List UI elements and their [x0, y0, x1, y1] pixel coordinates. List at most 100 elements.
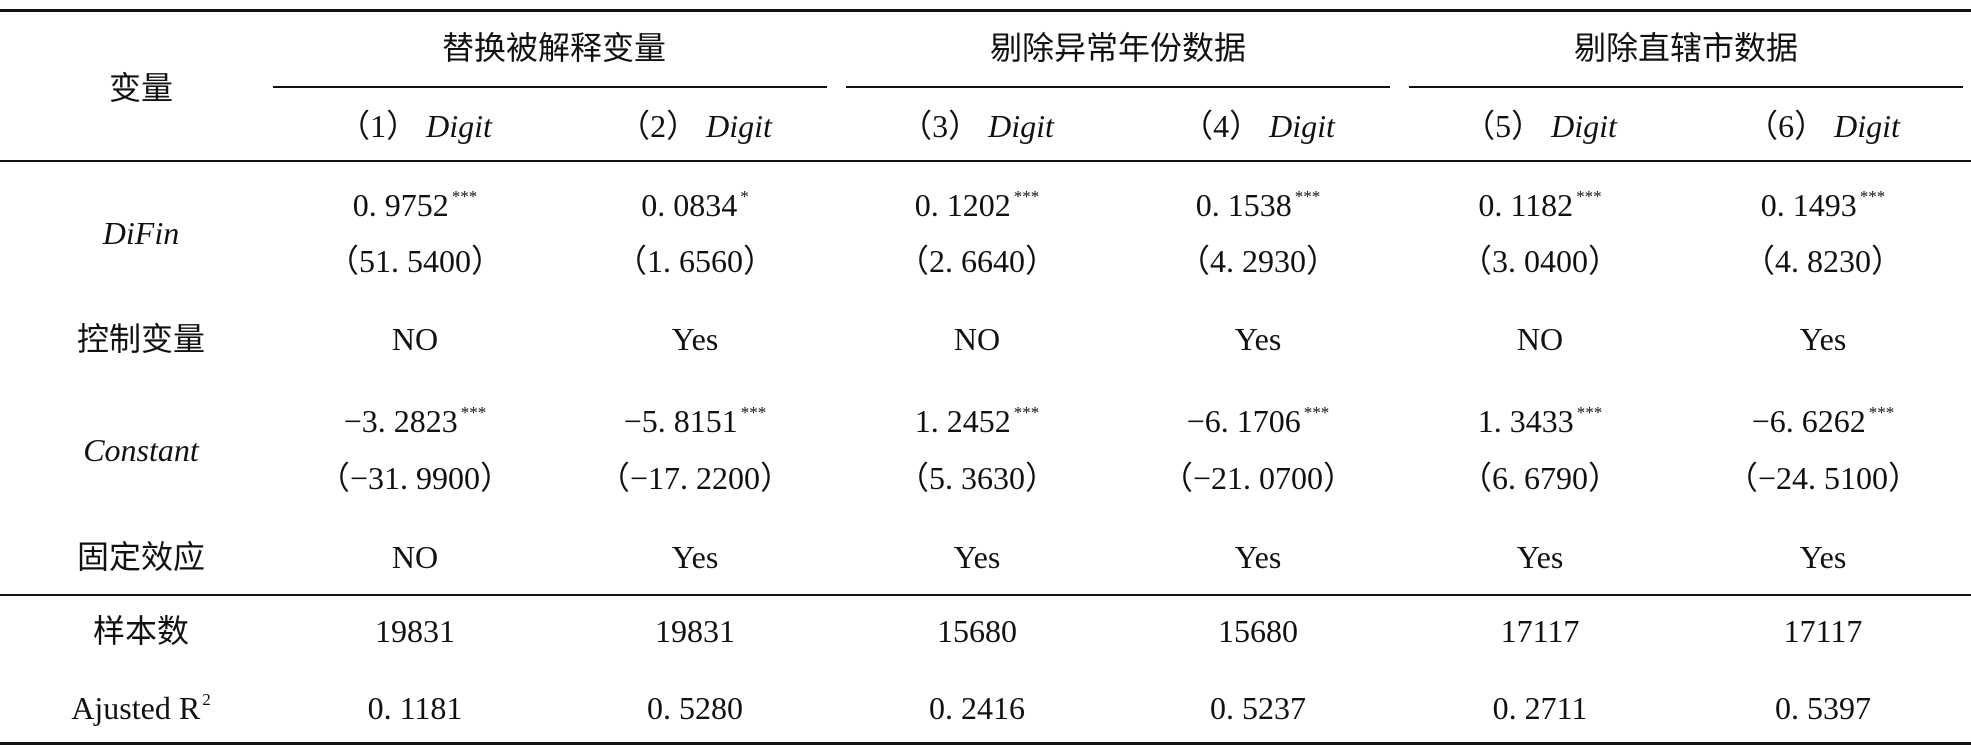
coefficient: −6. 6262 [1751, 403, 1866, 439]
coefficient: −3. 2823 [343, 403, 458, 439]
table-cell: Yes [1800, 541, 1847, 573]
table-cell: NO [392, 323, 438, 355]
t-statistic: （−21. 0700） [1160, 460, 1356, 496]
cell-value: 0. 5237 [1210, 690, 1306, 726]
group-cell: 剔除异常年份数据 [990, 32, 1246, 64]
group-cell: 替换被解释变量 [442, 32, 666, 64]
coefficient: 1. 3433 [1477, 403, 1574, 439]
column-header: （6） Digit [1746, 110, 1900, 142]
cell-value: Yes [1799, 321, 1847, 357]
group-rule [273, 86, 827, 88]
row-label: 固定效应 [77, 541, 205, 573]
column-header: （2） Digit [618, 110, 772, 142]
tstat-cell: （6. 6790） [1460, 462, 1620, 494]
column-dependent: Digit [988, 108, 1054, 144]
column-number: （4） [1181, 108, 1262, 144]
coef-cell: 0. 1493 *** [1760, 187, 1886, 223]
coefficient: 0. 0834 [641, 187, 738, 223]
column-number: （2） [618, 108, 699, 144]
significance-stars: *** [1013, 187, 1040, 206]
coefficient: 0. 1538 [1195, 187, 1292, 223]
tstat-cell: （4. 8230） [1743, 245, 1903, 277]
cell-value: 0. 1181 [367, 690, 463, 726]
group-rule [1409, 86, 1963, 88]
t-statistic: （−24. 5100） [1725, 460, 1921, 496]
cell-value: 15680 [1218, 613, 1298, 649]
cell-value: Yes [671, 321, 719, 357]
column-header: （4） Digit [1181, 110, 1335, 142]
coefficient: 0. 9752 [352, 187, 449, 223]
row-label: 控制变量 [77, 323, 205, 355]
stub-header: 变量 [108, 70, 174, 106]
cell-value: Yes [1516, 539, 1564, 575]
t-statistic: （4. 8230） [1742, 243, 1904, 279]
top-rule [0, 9, 1971, 12]
coefficient: −5. 8151 [623, 403, 738, 439]
column-header: （5） Digit [1463, 110, 1617, 142]
t-statistic: （−31. 9900） [317, 460, 513, 496]
column-number: （1） [338, 108, 419, 144]
bottom-rule [0, 742, 1971, 745]
tstat-cell: （2. 6640） [897, 245, 1057, 277]
table-cell: NO [954, 323, 1000, 355]
coefficient: 0. 1202 [914, 187, 1011, 223]
t-statistic: （2. 6640） [896, 243, 1058, 279]
table-cell: NO [1517, 323, 1563, 355]
significance-stars: *** [1576, 187, 1602, 206]
cell-value: 19831 [655, 613, 735, 649]
row-label-text: 固定效应 [76, 539, 206, 575]
t-statistic: （3. 0400） [1459, 243, 1621, 279]
coef-cell: 0. 1182 *** [1478, 187, 1602, 223]
column-header: （3） Digit [900, 110, 1054, 142]
row-label-text: Constant [83, 431, 199, 468]
coefficient: 0. 1493 [1760, 187, 1857, 223]
column-dependent: Digit [1269, 108, 1335, 144]
row-label-sup: 2 [202, 690, 211, 709]
column-dependent: Digit [426, 108, 492, 144]
table-cell: Yes [672, 541, 719, 573]
t-statistic: （5. 3630） [896, 460, 1058, 496]
row-label-text: Ajusted R [71, 690, 201, 726]
column-number: （5） [1463, 108, 1544, 144]
coef-cell: 0. 0834 * [641, 187, 749, 223]
table-cell: 0. 5237 [1210, 692, 1306, 724]
coefficient: −6. 1706 [1186, 403, 1301, 439]
row-label-text: 控制变量 [76, 321, 206, 357]
group-header: 替换被解释变量 [441, 30, 667, 66]
significance-stars: *** [1868, 403, 1895, 422]
tstat-cell: （−31. 9900） [318, 462, 512, 494]
tstat-cell: （−21. 0700） [1161, 462, 1355, 494]
cell-value: Yes [1234, 321, 1282, 357]
row-label: Constant [83, 434, 199, 466]
table-cell: 0. 5397 [1775, 692, 1871, 724]
cell-value: Yes [1799, 539, 1847, 575]
table-cell: 19831 [375, 615, 455, 647]
significance-stars: *** [1013, 403, 1040, 422]
tstat-cell: （3. 0400） [1460, 245, 1620, 277]
table-cell: 0. 5280 [647, 692, 743, 724]
column-number: （3） [900, 108, 981, 144]
column-number: （6） [1746, 108, 1827, 144]
tstat-cell: （−17. 2200） [598, 462, 792, 494]
coef-cell: −6. 6262 *** [1751, 403, 1895, 439]
group-header: 剔除异常年份数据 [989, 30, 1247, 66]
group-header: 剔除直辖市数据 [1573, 30, 1799, 66]
row-label-text: 样本数 [92, 613, 190, 649]
coef-cell: −6. 1706 *** [1186, 403, 1330, 439]
cell-value: NO [391, 321, 439, 357]
cell-value: Yes [1234, 539, 1282, 575]
significance-stars: *** [740, 403, 767, 422]
table-cell: Yes [1235, 541, 1282, 573]
table-cell: 15680 [937, 615, 1017, 647]
group-rule [846, 86, 1390, 88]
table-cell: 17117 [1501, 615, 1580, 647]
cell-value: 0. 2416 [929, 690, 1025, 726]
cell-value: 17117 [1783, 613, 1863, 649]
coefficient: 0. 1182 [1478, 187, 1574, 223]
t-statistic: （1. 6560） [614, 243, 776, 279]
table-cell: 0. 1181 [368, 692, 463, 724]
cell-value: Yes [671, 539, 719, 575]
tstat-cell: （−24. 5100） [1726, 462, 1920, 494]
significance-stars: *** [1859, 187, 1886, 206]
